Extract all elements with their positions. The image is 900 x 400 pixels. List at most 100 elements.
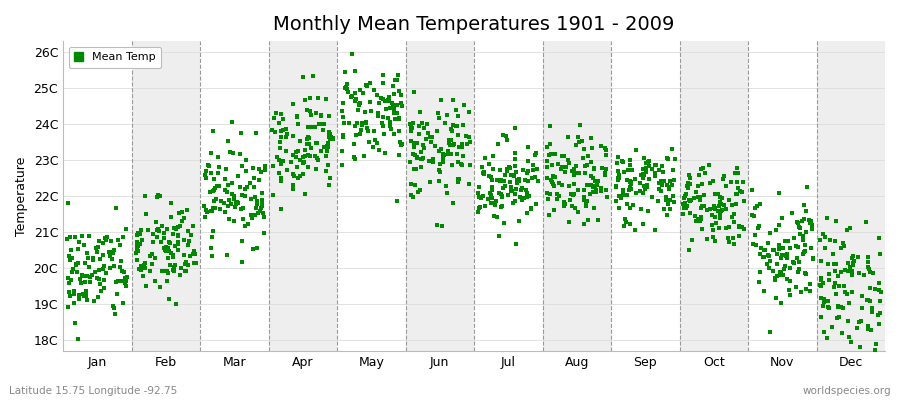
Point [751,225,765,232]
Bar [131,41,200,351]
Point [555,164,570,170]
Point [728,170,742,176]
Point [87,269,102,276]
Point [728,201,742,207]
Point [627,227,642,234]
Point [829,217,843,224]
Point [615,158,629,164]
Point [285,101,300,107]
Point [372,100,386,106]
Point [110,290,124,297]
Point [255,199,269,206]
Point [60,275,75,282]
Point [275,126,290,133]
Point [598,146,613,153]
Point [600,194,615,201]
Point [82,233,96,240]
Point [472,204,487,210]
Point [248,205,263,212]
Point [348,96,363,102]
Point [69,262,84,268]
Point [77,273,92,279]
Point [657,206,671,212]
Point [229,201,243,207]
Point [510,177,525,183]
Point [476,170,491,176]
Point [319,152,333,159]
Point [130,247,145,254]
Point [540,164,554,170]
Point [524,206,538,213]
Point [798,270,813,277]
Point [291,121,305,128]
Point [141,227,156,234]
Point [756,253,770,260]
Point [418,136,433,142]
Point [519,210,534,216]
Point [320,148,334,154]
Point [551,161,565,167]
Point [353,86,367,93]
Point [821,298,835,305]
Point [752,279,767,285]
Point [292,173,307,179]
Point [388,116,402,122]
Point [761,240,776,246]
Point [520,190,535,196]
Point [550,196,564,203]
Point [694,166,708,172]
Point [617,169,632,176]
Point [774,300,788,306]
Point [167,264,182,270]
Point [151,192,166,198]
Point [691,172,706,178]
Point [874,289,888,296]
Point [657,178,671,184]
Point [178,268,193,274]
Point [871,312,886,319]
Point [697,165,711,172]
Point [845,289,859,295]
Point [842,300,856,306]
Point [688,218,703,224]
Point [611,175,625,181]
Point [391,77,405,83]
Point [569,163,583,169]
Point [586,184,600,190]
Point [578,170,592,176]
Point [660,212,674,219]
Point [436,154,450,161]
Point [682,172,697,178]
Point [610,175,625,182]
Point [504,184,518,190]
Point [490,177,504,183]
Point [598,152,613,158]
Point [654,177,669,184]
Point [495,202,509,209]
Point [527,152,542,158]
Point [633,188,647,194]
Point [760,252,775,258]
Point [681,197,696,203]
Point [861,266,876,272]
Point [780,276,795,282]
Point [111,278,125,284]
Point [204,208,219,214]
Point [694,205,708,211]
Point [233,151,248,157]
Point [761,265,776,272]
Point [865,309,879,316]
Point [454,141,469,147]
Point [76,242,91,249]
Point [782,245,796,251]
Point [301,152,315,158]
Point [731,170,745,176]
Point [159,248,174,254]
Point [683,175,698,181]
Point [567,166,581,173]
Point [771,222,786,228]
Point [181,228,195,234]
Point [508,156,522,163]
Point [500,166,515,172]
Point [584,158,598,165]
